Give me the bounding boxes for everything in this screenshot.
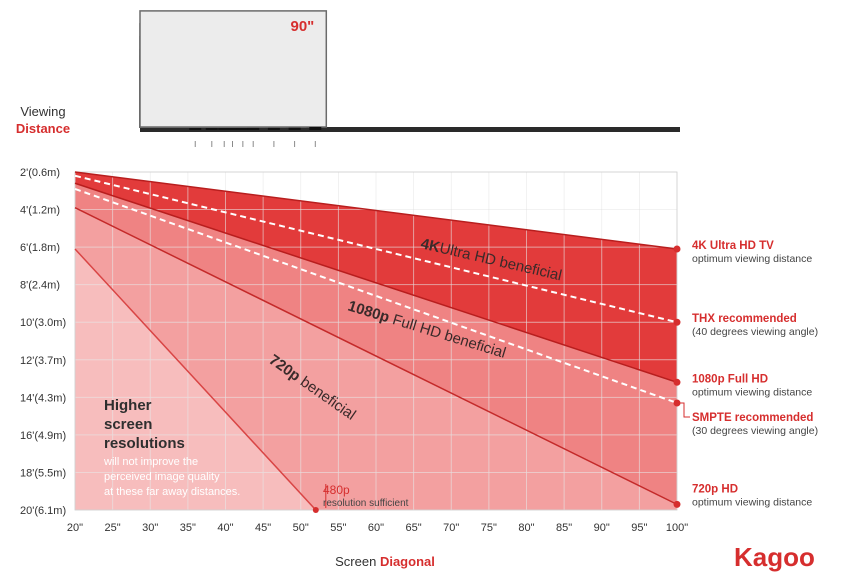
tv-shelf bbox=[140, 127, 680, 132]
side-label-title: THX recommended bbox=[692, 313, 797, 325]
side-label-title: SMPTE recommended bbox=[692, 412, 813, 424]
band-label-4k-prefix: 4K bbox=[419, 235, 442, 256]
side-label-sub: optimum viewing distance bbox=[692, 253, 812, 265]
label-480p: 480p resolution sufficient bbox=[323, 483, 409, 509]
x-tick-label: 55" bbox=[330, 522, 346, 534]
y-tick-label: 2'(0.6m) bbox=[20, 167, 60, 179]
y-tick-label: 16'(4.9m) bbox=[20, 430, 66, 442]
tv-stand bbox=[189, 127, 202, 130]
tv-stand bbox=[236, 127, 249, 130]
label-480p-sub: resolution sufficient bbox=[323, 498, 409, 509]
ref-line-2 bbox=[74, 174, 678, 324]
side-label-sub: optimum viewing distance bbox=[692, 496, 812, 508]
ref-line-end-marker bbox=[673, 500, 681, 508]
tv-stand bbox=[226, 127, 239, 130]
x-tick-label: 75" bbox=[481, 522, 497, 534]
x-tick-label: 20" bbox=[67, 522, 83, 534]
smpte-connector bbox=[677, 402, 690, 418]
tv-size-label: 90" bbox=[291, 18, 315, 35]
ref-line-1 bbox=[74, 171, 678, 250]
ref-line-4 bbox=[74, 187, 678, 404]
x-tick-label: 80" bbox=[518, 522, 534, 534]
ref-line-6 bbox=[74, 248, 317, 511]
note-title-line3: resolutions bbox=[104, 435, 185, 452]
x-tick-label: 35" bbox=[180, 522, 196, 534]
x-tick-label: 90" bbox=[594, 522, 610, 534]
y-tick-label: 14'(4.3m) bbox=[20, 392, 66, 404]
side-label-sub: optimum viewing distance bbox=[692, 386, 812, 398]
tv-stand bbox=[205, 127, 218, 130]
plot-grid bbox=[74, 171, 678, 511]
x-axis-ticks: 20" 25" 30" 35" 40" 45" 50" 55" 60" 65" 70" 75" 80" 8… bbox=[67, 522, 688, 534]
x-axis-title-prefix: Screen bbox=[335, 554, 380, 569]
x-tick-label: 45" bbox=[255, 522, 271, 534]
note-body-line1: will not improve the bbox=[103, 456, 198, 468]
brand-logo: Kagoo bbox=[734, 542, 815, 572]
side-label-title: 720p HD bbox=[692, 483, 738, 495]
y-axis-title-line1: Viewing bbox=[20, 104, 65, 119]
x-tick-label: 50" bbox=[293, 522, 309, 534]
x-tick-label: 100" bbox=[666, 522, 688, 534]
tv-outline-90 bbox=[139, 10, 328, 128]
note-title-line2: screen bbox=[104, 416, 152, 433]
y-tick-label: 6'(1.8m) bbox=[20, 242, 60, 254]
ref-line-5 bbox=[74, 207, 678, 506]
x-tick-label: 40" bbox=[217, 522, 233, 534]
x-tick-label: 25" bbox=[105, 522, 121, 534]
tv-stand bbox=[267, 127, 280, 130]
y-axis-ticks: 2'(0.6m) 4'(1.2m) 6'(1.8m) 8'(2.4m) 10'(3.0m… bbox=[20, 167, 66, 517]
x-tick-label: 95" bbox=[631, 522, 647, 534]
side-label-sub: (30 degrees viewing angle) bbox=[692, 425, 818, 437]
tv-size-illustration: 32"40"46"50"55"60"70"80"90" bbox=[139, 10, 680, 147]
tv-stand bbox=[288, 127, 301, 130]
label-480p-title: 480p bbox=[323, 483, 350, 497]
ref-line-3 bbox=[74, 182, 678, 384]
y-tick-label: 10'(3.0m) bbox=[20, 317, 66, 329]
note-body-line3: at these far away distances. bbox=[104, 486, 240, 498]
ref-line-end-marker bbox=[673, 245, 681, 253]
y-tick-label: 18'(5.5m) bbox=[20, 467, 66, 479]
side-label-sub: (40 degrees viewing angle) bbox=[692, 326, 818, 338]
x-axis-title-emphasis: Diagonal bbox=[380, 554, 435, 569]
plot-border bbox=[74, 171, 678, 511]
side-label-title: 1080p Full HD bbox=[692, 373, 768, 385]
x-tick-label: 65" bbox=[406, 522, 422, 534]
tv-stand bbox=[247, 127, 260, 130]
note-body-line2: perceived image quality bbox=[104, 471, 220, 483]
y-tick-label: 4'(1.2m) bbox=[20, 205, 60, 217]
y-tick-label: 12'(3.7m) bbox=[20, 355, 66, 367]
reference-lines bbox=[74, 171, 681, 513]
side-label-title: 4K Ultra HD TV bbox=[692, 240, 774, 252]
x-tick-label: 85" bbox=[556, 522, 572, 534]
y-tick-label: 8'(2.4m) bbox=[20, 280, 60, 292]
tv-stand bbox=[218, 127, 231, 130]
y-axis-title-line2: Distance bbox=[16, 121, 70, 136]
note-title-line1: Higher bbox=[104, 397, 152, 414]
x-tick-label: 60" bbox=[368, 522, 384, 534]
x-axis-title: Screen Diagonal bbox=[335, 554, 435, 569]
ref-line-end-marker bbox=[673, 318, 681, 326]
tv-stand bbox=[309, 127, 322, 130]
y-tick-label: 20'(6.1m) bbox=[20, 505, 66, 517]
x-tick-label: 70" bbox=[443, 522, 459, 534]
ref-line-end-marker bbox=[673, 378, 681, 386]
ref-480p-marker bbox=[312, 507, 319, 513]
x-tick-label: 30" bbox=[142, 522, 158, 534]
